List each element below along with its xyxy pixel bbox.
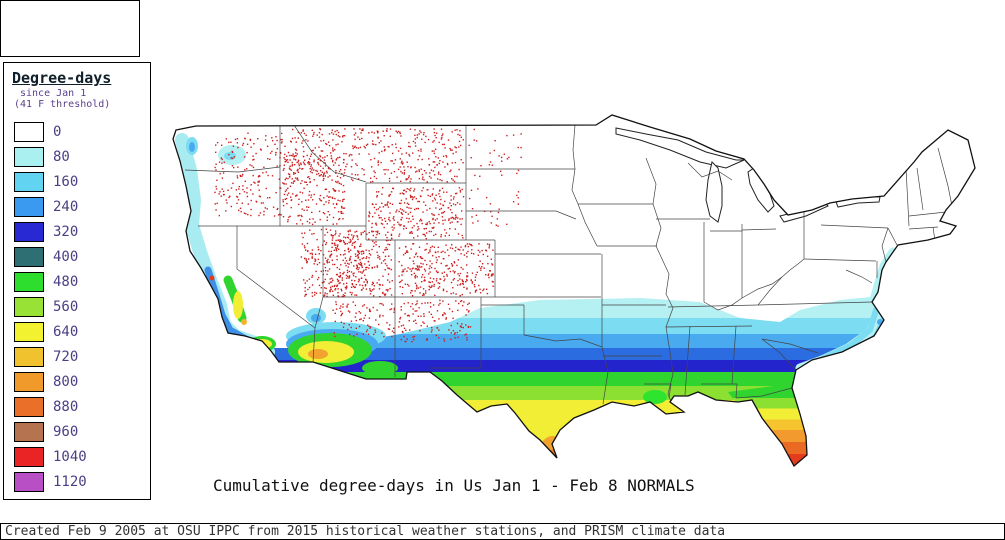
legend-row: 1120 (4, 469, 150, 494)
valley-orange-spot (241, 319, 247, 325)
legend-swatch (14, 171, 44, 192)
legend-list: 0 80 160 240 320 400 480 560 640 720 800 880 960 1040… (4, 119, 150, 494)
legend-swatch (14, 421, 44, 442)
legend-value-label: 320 (53, 223, 79, 240)
legend-value-label: 1040 (53, 448, 87, 465)
top-left-frame-box (0, 0, 140, 57)
legend-value-label: 880 (53, 398, 79, 415)
legend-swatch (14, 196, 44, 217)
legend-swatch (14, 346, 44, 367)
legend-subtitle-period: since Jan 1 (20, 88, 87, 99)
credits-footer: Created Feb 9 2005 at OSU IPPC from 2015… (0, 523, 1005, 540)
legend-value-label: 80 (53, 148, 70, 165)
legend-row: 640 (4, 319, 150, 344)
legend-row: 560 (4, 294, 150, 319)
legend-swatch (14, 271, 44, 292)
legend-value-label: 1120 (53, 473, 87, 490)
legend-row: 960 (4, 419, 150, 444)
arizona-orange-core (308, 349, 328, 359)
sf-bay-hot-spot (209, 275, 215, 281)
legend-swatch (14, 246, 44, 267)
legend-swatch (14, 396, 44, 417)
map-fill-layers (173, 115, 975, 466)
legend-row: 160 (4, 169, 150, 194)
atlantic-coast-strip-inner (821, 307, 879, 361)
florida-gradient (728, 383, 813, 466)
legend-value-label: 160 (53, 173, 79, 190)
legend-row: 720 (4, 344, 150, 369)
legend-value-label: 720 (53, 348, 79, 365)
legend-swatch (14, 221, 44, 242)
legend-value-label: 560 (53, 298, 79, 315)
columbia-basin-core (224, 152, 236, 160)
nm-border-green (362, 361, 398, 375)
legend-row: 480 (4, 269, 150, 294)
legend-value-label: 640 (53, 323, 79, 340)
legend-row: 800 (4, 369, 150, 394)
legend-value-label: 960 (53, 423, 79, 440)
legend-swatch (14, 296, 44, 317)
legend-row: 1040 (4, 444, 150, 469)
vegas-core (311, 314, 321, 322)
legend-swatch (14, 146, 44, 167)
legend-row: 0 (4, 119, 150, 144)
legend-value-label: 800 (53, 373, 79, 390)
legend-row: 400 (4, 244, 150, 269)
central-valley-yellow (233, 291, 243, 319)
legend-swatch (14, 471, 44, 492)
legend-subtitle-threshold: (41 F threshold) (14, 99, 111, 110)
lake-superior (615, 127, 745, 169)
map-caption: Cumulative degree-days in Us Jan 1 - Feb… (213, 476, 695, 495)
legend-value-label: 400 (53, 248, 79, 265)
legend-swatch (14, 121, 44, 142)
lake-michigan (705, 161, 723, 223)
legend-row: 880 (4, 394, 150, 419)
legend-value-label: 240 (53, 198, 79, 215)
legend-row: 320 (4, 219, 150, 244)
puget-sound-core (189, 142, 195, 152)
legend-row: 80 (4, 144, 150, 169)
legend-value-label: 480 (53, 273, 79, 290)
legend-swatch (14, 321, 44, 342)
legend-panel: Degree-days since Jan 1 (41 F threshold)… (3, 62, 151, 500)
legend-swatch (14, 446, 44, 467)
louisiana-green-spot (643, 390, 667, 404)
legend-title: Degree-days (12, 69, 112, 87)
state-boundaries (184, 124, 953, 405)
legend-row: 240 (4, 194, 150, 219)
legend-value-label: 0 (53, 123, 62, 140)
legend-swatch (14, 371, 44, 392)
